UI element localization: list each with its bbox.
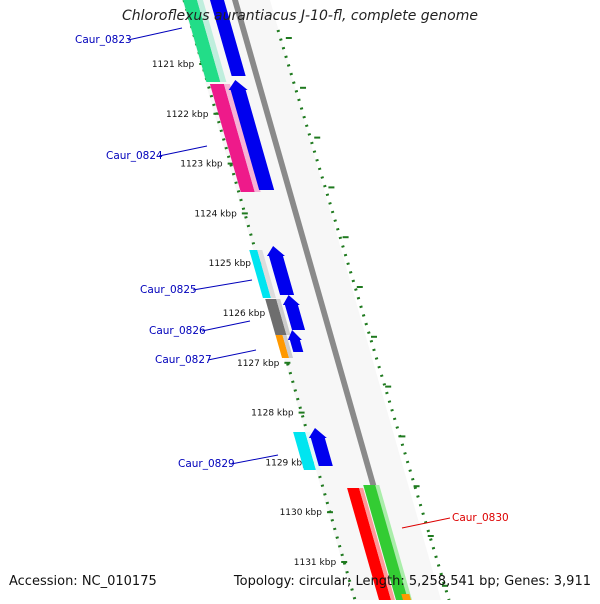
kbp-label: 1130 kbp [280, 508, 323, 518]
gene-arrow [266, 246, 295, 295]
gene-arrow [282, 295, 306, 330]
gene-block-caur_0829 [293, 432, 316, 470]
gene-block-caur_0830-b [363, 485, 408, 600]
kbp-label: 1123 kbp [180, 160, 223, 170]
gene-label-leader [401, 517, 451, 529]
gene-block-shade [257, 250, 276, 298]
kbp-label: 1121 kbp [152, 60, 195, 70]
gene-arrow [228, 80, 275, 190]
kbp-label: 1122 kbp [166, 110, 209, 120]
kbp-label: 1127 kbp [237, 359, 280, 369]
gene-arrow [208, 0, 246, 76]
gene-block-caur_0823 [183, 0, 221, 82]
accession-text: Accession: NC_010175 [9, 574, 157, 589]
gene-label-leader [201, 320, 251, 332]
gene-label-leader [207, 349, 257, 361]
gene-label: Caur_0829 [178, 458, 235, 470]
gene-block-shade [223, 84, 261, 192]
outer-tick-ring [276, 29, 451, 601]
gene-label: Caur_0827 [155, 354, 212, 366]
gene-block-caur_0830 [347, 488, 391, 600]
gene-arrow [308, 428, 333, 466]
gene-label: Caur_0823 [75, 34, 132, 46]
gene-block-edge [401, 594, 411, 600]
gene-label: Caur_0830 [452, 512, 509, 524]
gene-block-caur_0826 [265, 299, 287, 335]
gene-label: Caur_0826 [149, 325, 206, 337]
gene-label: Caur_0824 [106, 150, 163, 162]
gene-label-leader [127, 27, 183, 41]
genome-stats-text: Topology: circular; Length: 5,258,541 bp… [233, 574, 591, 589]
gene-block-shade [276, 299, 291, 335]
gene-block-shade [375, 485, 412, 600]
gene-arrow [287, 330, 304, 352]
kbp-label: 1124 kbp [194, 209, 237, 219]
kbp-label: 1129 kbp [265, 458, 308, 468]
gene-label-leader [158, 145, 208, 157]
gene-label-leader [192, 279, 253, 291]
gene-label: Caur_0825 [140, 284, 197, 296]
gene-block-shade [197, 0, 227, 82]
kbp-label: 1126 kbp [223, 309, 266, 319]
gene-block-caur_0827 [275, 335, 290, 358]
gene-block-shade [305, 432, 321, 470]
map-title: Chloroflexus aurantiacus J-10-fl, comple… [122, 8, 478, 24]
kbp-label: 1131 kbp [294, 558, 337, 568]
gene-label-leader [230, 454, 279, 465]
kbp-label: 1125 kbp [209, 259, 252, 269]
gene-block-shade [282, 335, 294, 358]
gene-block-caur_0824 [209, 84, 255, 192]
gene-block-shade [359, 488, 395, 600]
kbp-label: 1128 kbp [251, 409, 294, 419]
gene-block-caur_0825 [249, 250, 271, 298]
genome-backbone [232, 0, 409, 600]
